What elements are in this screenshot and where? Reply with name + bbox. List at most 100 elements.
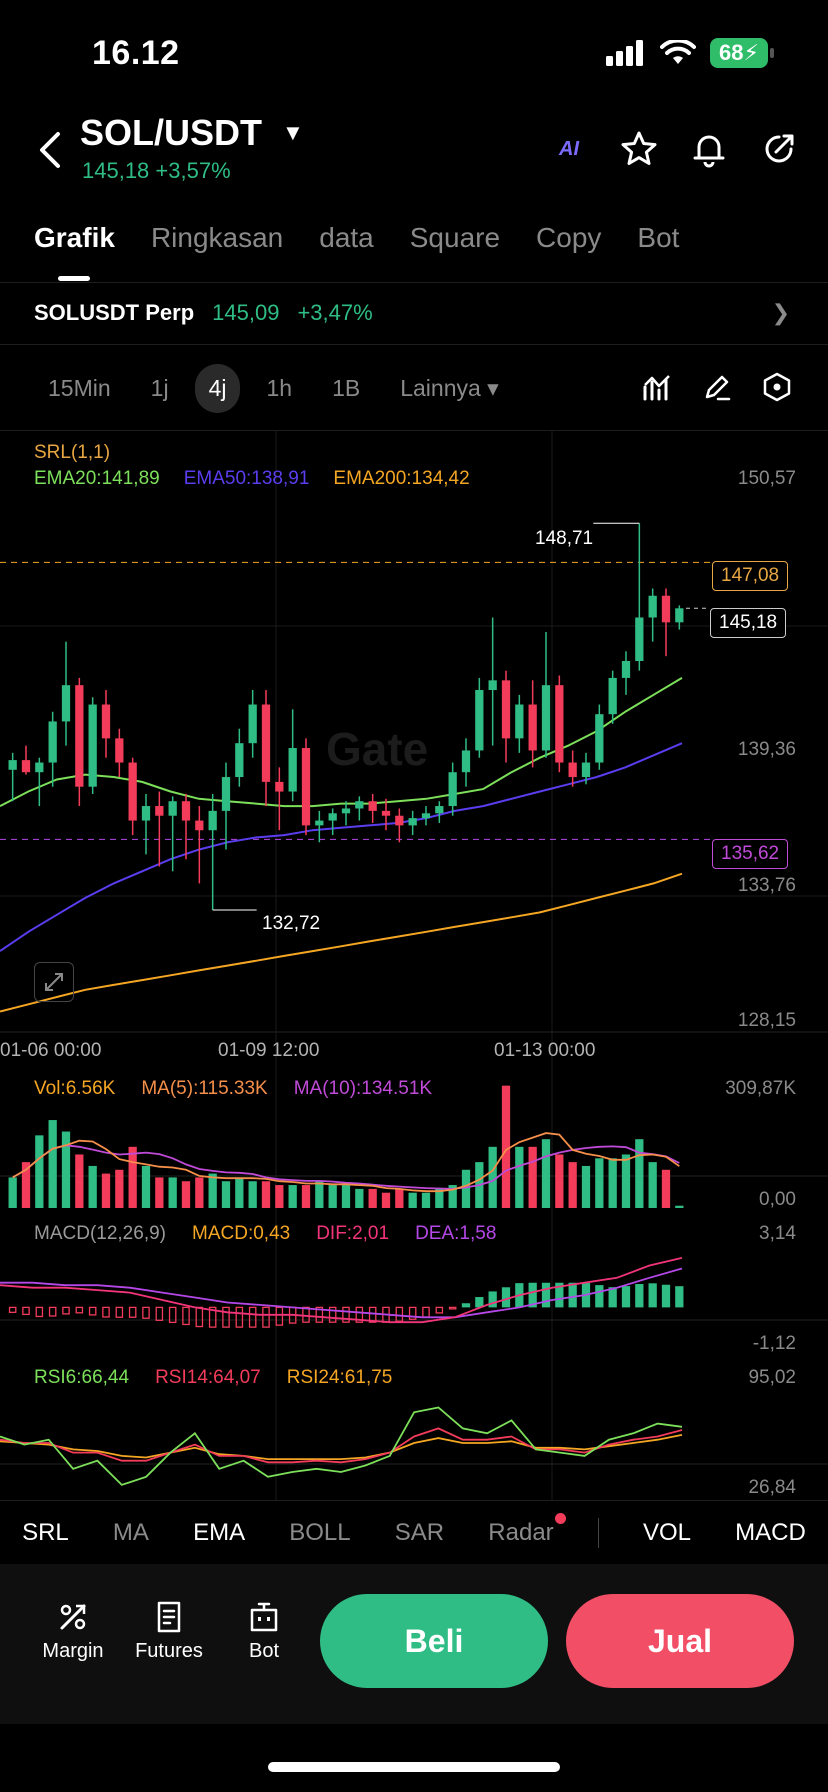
- macd-dea: DEA:1,58: [415, 1223, 497, 1244]
- volume-bar: [75, 1154, 84, 1208]
- volume-bar: [635, 1139, 644, 1208]
- header-actions: AI: [550, 130, 798, 168]
- ai-label: AI: [559, 137, 579, 160]
- macd-dea-line: [0, 1267, 683, 1319]
- gate-watermark: Gate: [326, 723, 429, 775]
- candle-body: [168, 801, 177, 816]
- date-label-2: 01-09 12:00: [218, 1040, 320, 1061]
- ai-button[interactable]: AI: [550, 130, 588, 168]
- timeframe-1b[interactable]: 1B: [332, 375, 361, 401]
- price-tag-current[interactable]: 145,18: [710, 608, 787, 638]
- axis-price-top: 150,57: [737, 468, 796, 489]
- chevron-right-icon[interactable]: ❯: [771, 300, 790, 325]
- futures-button[interactable]: Futures: [124, 1600, 214, 1663]
- pair-title[interactable]: SOL/USDT: [80, 112, 263, 153]
- timeframe-more[interactable]: Lainnya ▾: [400, 375, 499, 401]
- macd-histogram-bar: [475, 1297, 484, 1308]
- sell-button[interactable]: Jual: [566, 1594, 794, 1688]
- share-icon[interactable]: [760, 130, 798, 168]
- tab-grafik[interactable]: Grafik: [34, 222, 115, 281]
- indicator-macd[interactable]: MACD: [735, 1518, 806, 1546]
- vol-ma5-label: MA(5):115.33K: [141, 1078, 268, 1099]
- high-label: 148,71: [535, 528, 594, 549]
- timeframe-bar: 15Min 1j 4j 1h 1B Lainnya ▾: [34, 364, 513, 413]
- macd-axis-bottom: -1,12: [752, 1333, 796, 1354]
- divider: [597, 1517, 599, 1548]
- bot-label: Bot: [248, 1640, 280, 1662]
- candle-body: [515, 704, 524, 739]
- perp-row[interactable]: SOLUSDT Perp 145,09 +3,47%: [34, 300, 373, 326]
- expand-button[interactable]: [34, 962, 74, 1002]
- candle-body: [475, 690, 484, 751]
- vol-label: Vol:6.56K: [34, 1078, 116, 1099]
- macd-histogram-bar: [395, 1306, 404, 1322]
- tab-bot[interactable]: Bot: [637, 222, 680, 253]
- buy-button[interactable]: Beli: [320, 1594, 548, 1688]
- volume-bar: [315, 1181, 324, 1208]
- margin-button[interactable]: Margin: [28, 1600, 118, 1663]
- macd-histogram-bar: [8, 1306, 17, 1313]
- rsi6-line: [0, 1406, 683, 1486]
- volume-ma5-line: [12, 1132, 680, 1193]
- candle-body: [448, 772, 457, 807]
- tab-square[interactable]: Square: [409, 222, 501, 253]
- ema-legend: EMA20:141,89 EMA50:138,91 EMA200:134,42: [34, 468, 470, 490]
- bell-icon[interactable]: [690, 130, 728, 168]
- timeframe-1j[interactable]: 1j: [150, 375, 169, 401]
- indicator-sar[interactable]: SAR: [394, 1518, 445, 1546]
- candle-body: [661, 595, 671, 623]
- candle-body: [248, 704, 257, 744]
- price-chart[interactable]: [0, 430, 828, 1500]
- macd-histogram-bar: [235, 1306, 244, 1328]
- indicator-vol[interactable]: VOL: [642, 1518, 692, 1546]
- volume-bar: [35, 1135, 44, 1208]
- bot-button[interactable]: Bot: [219, 1600, 309, 1663]
- macd-title: MACD(12,26,9): [34, 1223, 166, 1244]
- macd-histogram-bar: [435, 1306, 444, 1314]
- futures-icon: [157, 1601, 181, 1633]
- price-tag-upper[interactable]: 147,08: [712, 561, 789, 591]
- tab-copy[interactable]: Copy: [536, 222, 602, 253]
- indicator-boll[interactable]: BOLL: [289, 1518, 351, 1546]
- volume-bar: [501, 1085, 511, 1208]
- macd-histogram-bar: [595, 1285, 604, 1308]
- indicator-ema[interactable]: EMA: [193, 1518, 246, 1546]
- signal-icon: [606, 40, 643, 66]
- pair-dropdown-icon[interactable]: ▼: [282, 120, 304, 145]
- home-indicator: [268, 1762, 560, 1772]
- tab-data[interactable]: data: [319, 222, 374, 253]
- back-arrow-icon[interactable]: [34, 130, 66, 170]
- macd-axis-top: 3,14: [759, 1223, 796, 1244]
- timeframe-4j[interactable]: 4j: [194, 364, 241, 413]
- status-icons: 68 ⚡: [606, 38, 774, 68]
- draw-pencil-icon[interactable]: [702, 372, 732, 402]
- price-tag-lower[interactable]: 135,62: [712, 839, 789, 869]
- timeframe-15min[interactable]: 15Min: [48, 375, 111, 401]
- macd-histogram-bar: [22, 1306, 30, 1316]
- indicator-srl[interactable]: SRL: [22, 1518, 69, 1546]
- macd-histogram-bar: [501, 1287, 511, 1308]
- volume-bar: [408, 1192, 417, 1208]
- indicator-radar[interactable]: Radar: [488, 1512, 566, 1547]
- indicator-ma[interactable]: MA: [112, 1518, 149, 1546]
- star-icon[interactable]: [620, 130, 658, 168]
- candle-body: [261, 704, 271, 782]
- macd-histogram-bar: [541, 1282, 551, 1308]
- volume-bar: [515, 1146, 524, 1208]
- settings-hexagon-icon[interactable]: [762, 372, 792, 402]
- macd-histogram-bar: [168, 1306, 177, 1324]
- indicator-icon[interactable]: [642, 372, 672, 402]
- srl-label: SRL(1,1): [34, 442, 111, 463]
- volume-bar: [248, 1181, 257, 1208]
- macd-histogram-bar: [368, 1306, 377, 1323]
- candle-body: [581, 762, 591, 778]
- macd-dif: DIF:2,01: [316, 1223, 390, 1244]
- candle-body: [421, 813, 431, 819]
- candle-body: [635, 617, 644, 662]
- timeframe-1h[interactable]: 1h: [266, 375, 293, 401]
- volume-ma10-line: [12, 1144, 680, 1190]
- divider: [0, 282, 828, 283]
- tab-ringkasan[interactable]: Ringkasan: [150, 222, 284, 253]
- volume-bar: [168, 1177, 177, 1208]
- macd-histogram-bar: [328, 1306, 337, 1323]
